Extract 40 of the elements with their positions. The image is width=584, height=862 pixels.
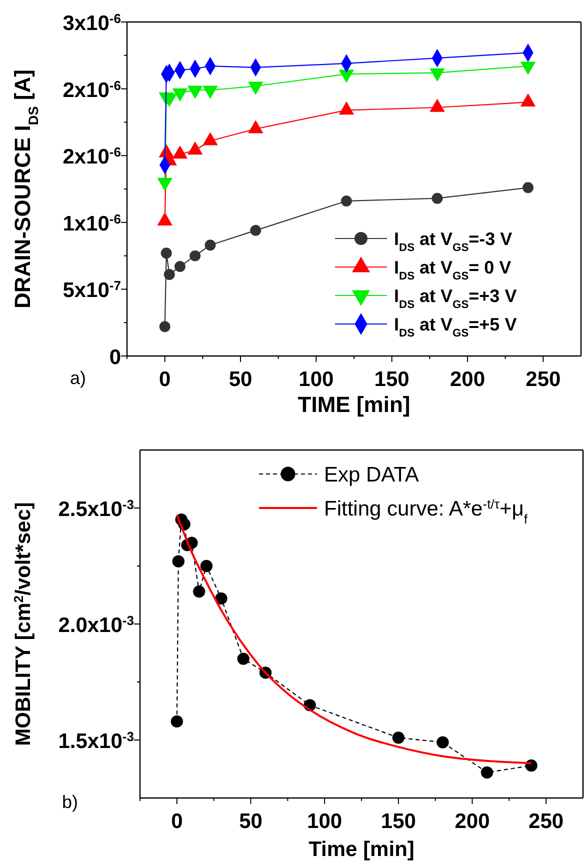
x-axis-title: Time [min] <box>308 838 414 861</box>
point <box>215 592 228 605</box>
point <box>192 585 206 598</box>
y-tick-label: 2x10$^{-6}$ <box>62 144 121 169</box>
point <box>436 736 449 748</box>
legend-label: Exp DATA <box>324 464 419 487</box>
x-tick-label: 50 <box>239 810 262 833</box>
legend-label: I$_{DS}$ at V$_{GS}$=+5 V <box>394 314 517 340</box>
legend-label: I$_{DS}$ at V$_{GS}$=-3 V <box>394 228 512 254</box>
text: b) <box>62 792 78 812</box>
y-tick-label: 1.5x10$^{-3}$ <box>58 728 134 753</box>
point <box>392 732 405 744</box>
x-tick-label: 0 <box>171 810 183 833</box>
x-tick-label: 200 <box>450 368 486 391</box>
x-tick-label: 100 <box>298 368 334 391</box>
point <box>237 652 250 665</box>
y-tick-label: 2.0x10$^{-3}$ <box>58 612 134 637</box>
x-tick-label: 250 <box>526 368 561 391</box>
y-tick-label: 5x10$^{-7}$ <box>62 278 121 302</box>
x-tick-label: 150 <box>380 810 416 833</box>
x-tick-label: 200 <box>454 810 490 833</box>
x-tick-label: 150 <box>374 368 410 391</box>
x-tick-label: 0 <box>158 368 171 391</box>
x-tick-label: 250 <box>528 810 564 833</box>
y-tick-label: 1x10$^{-6}$ <box>62 210 121 236</box>
point <box>172 555 184 568</box>
y-tick-label: 0 <box>109 346 121 369</box>
point <box>200 560 213 572</box>
y-tick-label: 2x10$^{-6}$ <box>62 77 121 102</box>
text: a) <box>70 368 86 388</box>
point <box>480 766 494 779</box>
x-axis-title: TIME [min] <box>298 392 410 417</box>
y-tick-label: 2.5x10$^{-3}$ <box>58 496 134 521</box>
y-tick-label: 3x10$^{-6}$ <box>62 10 121 35</box>
x-tick-label: 100 <box>307 810 342 833</box>
point <box>170 715 184 728</box>
legend-label: I$_{DS}$ at V$_{GS}$= 0 V <box>394 257 512 282</box>
legend-label: I$_{DS}$ at V$_{GS}$=+3 V <box>394 286 517 311</box>
x-tick-label: 50 <box>228 368 252 391</box>
legend-label: Fitting curve: A*e$^{-t/τ}$+μ$_{f}$ <box>324 496 528 526</box>
